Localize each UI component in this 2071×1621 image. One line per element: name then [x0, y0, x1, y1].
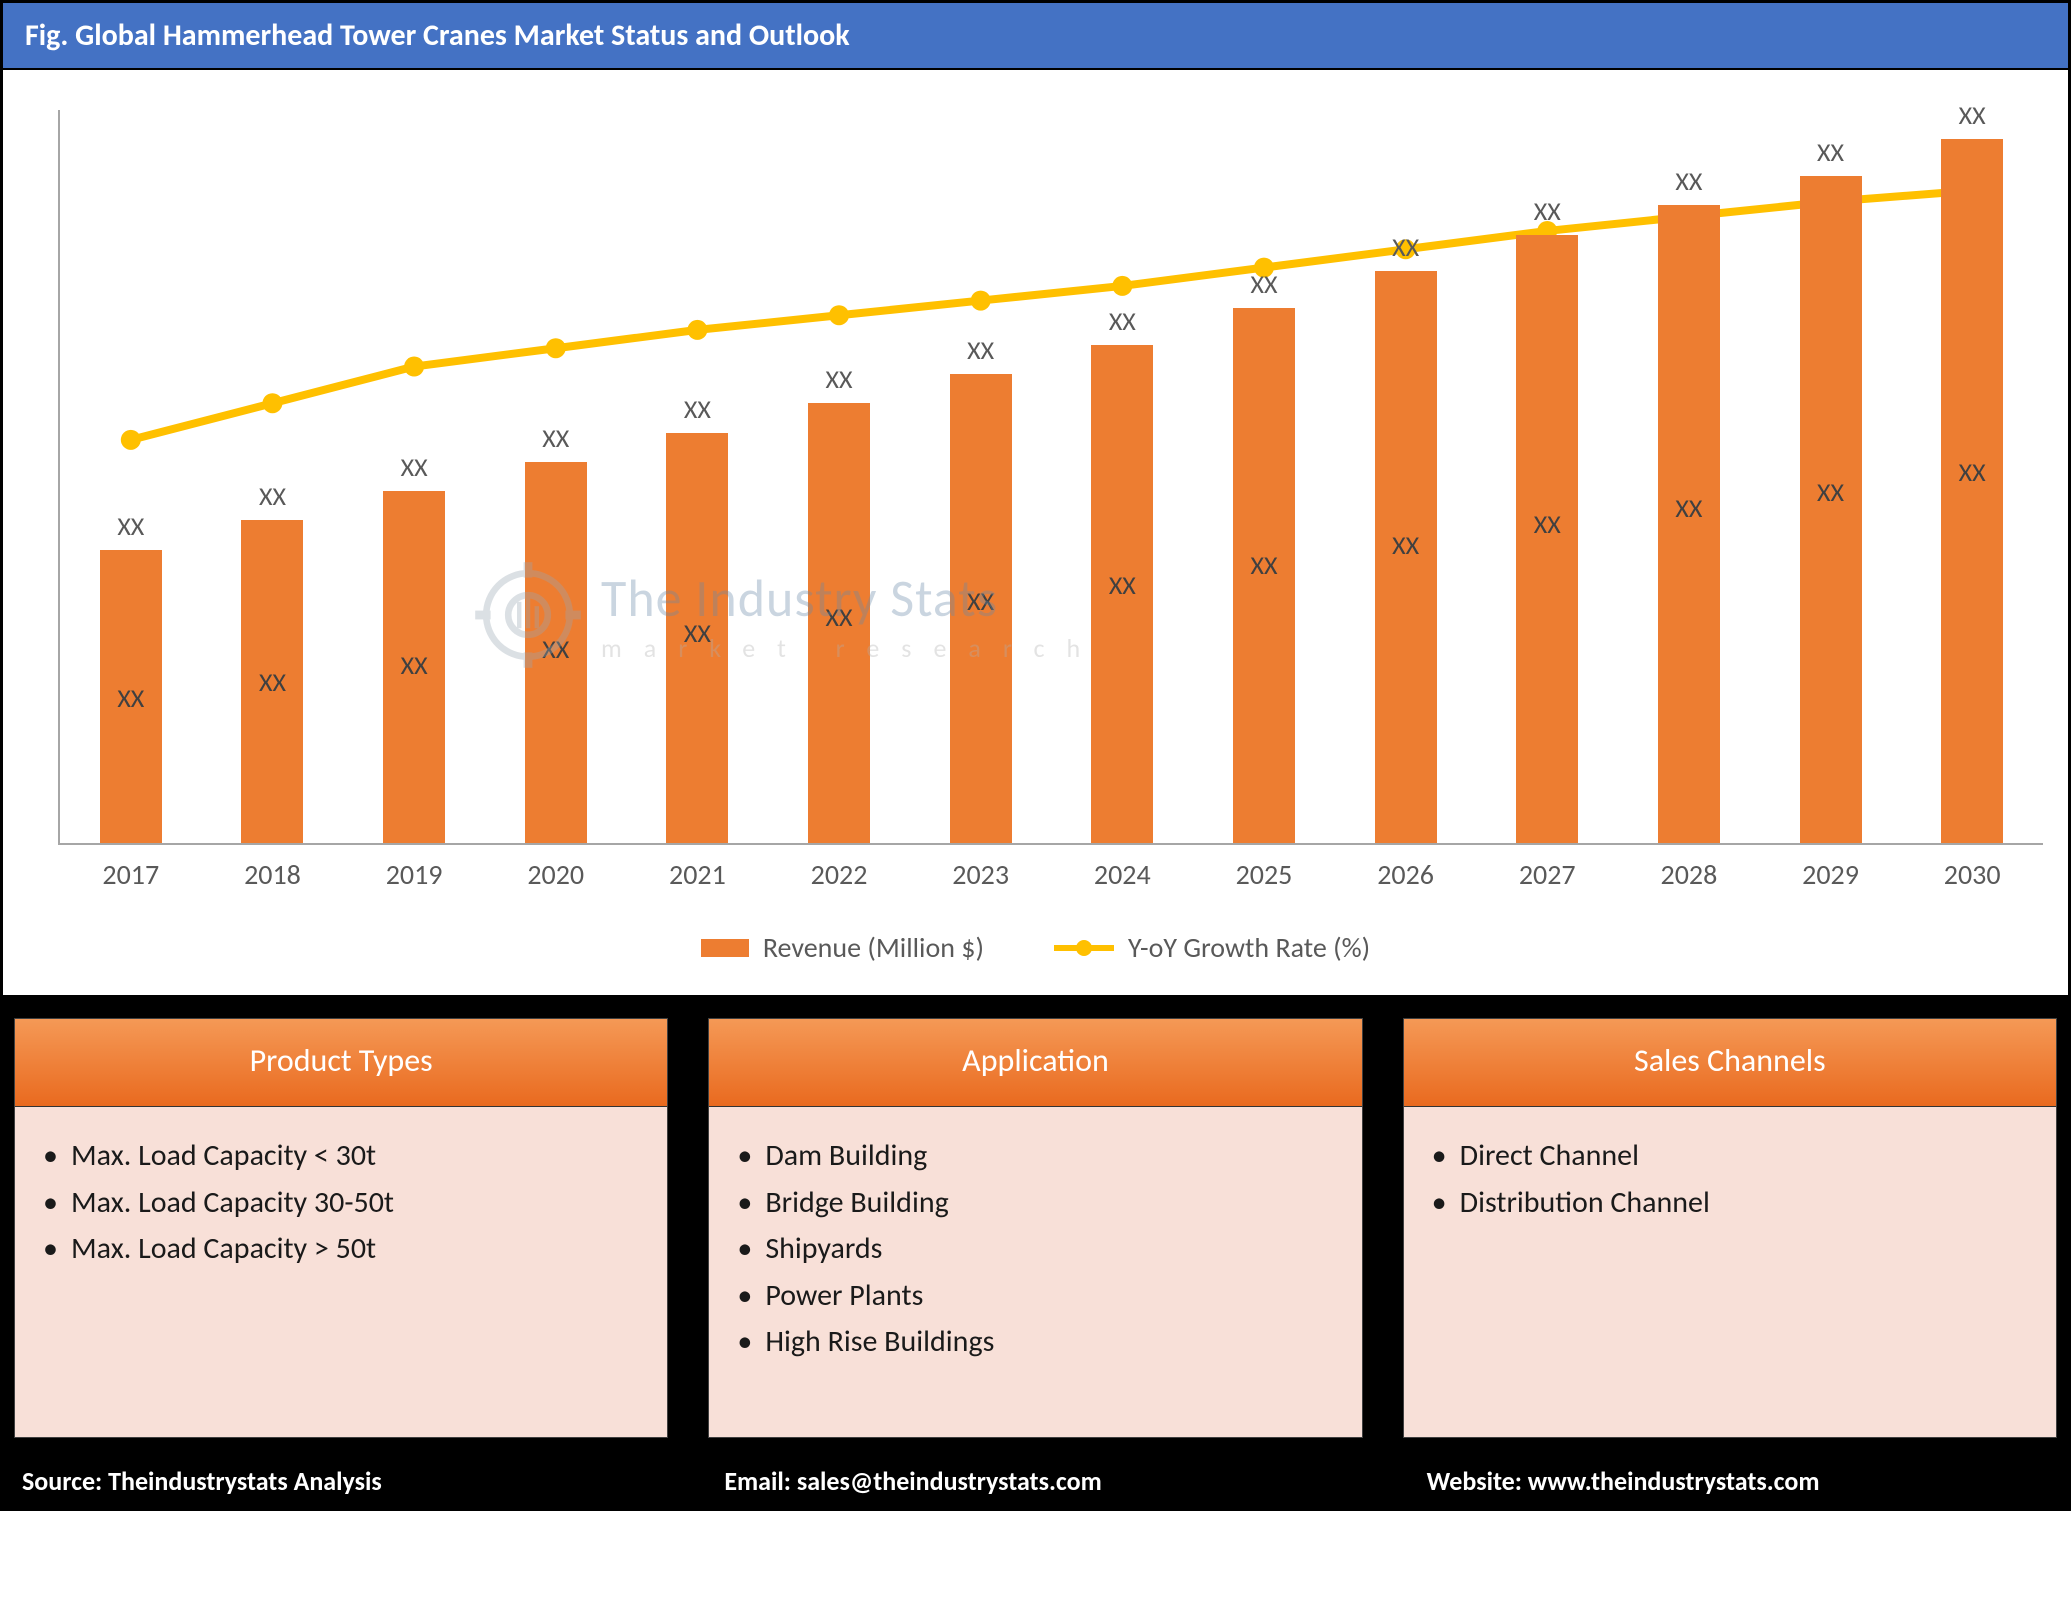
footer-bar: Source: Theindustrystats Analysis Email:…	[0, 1455, 2071, 1511]
bar-mid-label: XX	[1800, 476, 1862, 508]
x-axis-label: 2027	[1477, 857, 1617, 892]
bar: XXXX	[1091, 345, 1153, 843]
card-header: Application	[709, 1019, 1361, 1107]
card-body: Max. Load Capacity < 30tMax. Load Capaci…	[15, 1107, 667, 1299]
x-axis-label: 2018	[202, 857, 342, 892]
bar-mid-label: XX	[525, 633, 587, 665]
card-body: Direct ChannelDistribution Channel	[1404, 1107, 2056, 1252]
bar: XXXX	[1800, 176, 1862, 843]
list-item: Dam Building	[737, 1133, 1333, 1180]
list-item: Power Plants	[737, 1273, 1333, 1320]
x-axis-label: 2028	[1619, 857, 1759, 892]
bar: XXXX	[100, 550, 162, 843]
bar: XXXX	[1516, 235, 1578, 843]
chart-panel: XXXX2017XXXX2018XXXX2019XXXX2020XXXX2021…	[0, 68, 2071, 998]
bar-top-label: XX	[241, 480, 303, 512]
bar: XXXX	[241, 520, 303, 843]
list-item: High Rise Buildings	[737, 1319, 1333, 1366]
bar-top-label: XX	[383, 451, 445, 483]
legend-revenue: Revenue (Million $)	[701, 930, 984, 965]
growth-line	[60, 110, 2043, 843]
plot-area: XXXX2017XXXX2018XXXX2019XXXX2020XXXX2021…	[58, 110, 2043, 845]
bar: XXXX	[525, 462, 587, 843]
card-header: Product Types	[15, 1019, 667, 1107]
card-product-types: Product Types Max. Load Capacity < 30tMa…	[14, 1018, 668, 1438]
bar: XXXX	[666, 433, 728, 843]
figure-title-bar: Fig. Global Hammerhead Tower Cranes Mark…	[0, 0, 2071, 68]
legend-bar-label: Revenue (Million $)	[763, 930, 984, 965]
bar-top-label: XX	[1941, 99, 2003, 131]
x-axis-label: 2023	[911, 857, 1051, 892]
bar: XXXX	[808, 403, 870, 843]
bar-mid-label: XX	[950, 585, 1012, 617]
bar-top-label: XX	[1233, 268, 1295, 300]
list-item: Max. Load Capacity < 30t	[43, 1133, 639, 1180]
bar-top-label: XX	[666, 393, 728, 425]
legend-line-swatch	[1054, 945, 1114, 951]
bar: XXXX	[950, 374, 1012, 843]
list-item: Shipyards	[737, 1226, 1333, 1273]
bar: XXXX	[1658, 205, 1720, 843]
bar-mid-label: XX	[1516, 508, 1578, 540]
bar: XXXX	[1233, 308, 1295, 843]
bar-mid-label: XX	[666, 617, 728, 649]
x-axis-label: 2030	[1902, 857, 2042, 892]
x-axis-label: 2020	[486, 857, 626, 892]
x-axis-label: 2025	[1194, 857, 1334, 892]
list-item: Direct Channel	[1432, 1133, 2028, 1180]
card-sales-channels: Sales Channels Direct ChannelDistributio…	[1403, 1018, 2057, 1438]
bar-top-label: XX	[525, 422, 587, 454]
x-axis-label: 2024	[1052, 857, 1192, 892]
bar-top-label: XX	[950, 334, 1012, 366]
bar-mid-label: XX	[100, 682, 162, 714]
card-body: Dam BuildingBridge BuildingShipyardsPowe…	[709, 1107, 1361, 1392]
x-axis-label: 2029	[1761, 857, 1901, 892]
bar-mid-label: XX	[1375, 529, 1437, 561]
list-item: Max. Load Capacity 30-50t	[43, 1180, 639, 1227]
bar-mid-label: XX	[1091, 569, 1153, 601]
list-item: Distribution Channel	[1432, 1180, 2028, 1227]
card-application: Application Dam BuildingBridge BuildingS…	[708, 1018, 1362, 1438]
bar-top-label: XX	[808, 363, 870, 395]
card-header: Sales Channels	[1404, 1019, 2056, 1107]
legend-bar-swatch	[701, 939, 749, 957]
bar-mid-label: XX	[808, 601, 870, 633]
bar-top-label: XX	[1516, 195, 1578, 227]
x-axis-label: 2019	[344, 857, 484, 892]
list-item: Max. Load Capacity > 50t	[43, 1226, 639, 1273]
footer-email: Email: sales@theindustrystats.com	[724, 1465, 1346, 1497]
x-axis-label: 2017	[61, 857, 201, 892]
bar-top-label: XX	[1800, 136, 1862, 168]
bar-top-label: XX	[100, 510, 162, 542]
bar: XXXX	[1375, 271, 1437, 843]
bar-mid-label: XX	[1658, 492, 1720, 524]
footer-source: Source: Theindustrystats Analysis	[22, 1465, 644, 1497]
legend-line-label: Y-oY Growth Rate (%)	[1128, 930, 1370, 965]
list-item: Bridge Building	[737, 1180, 1333, 1227]
bar: XXXX	[1941, 139, 2003, 843]
bar-top-label: XX	[1091, 305, 1153, 337]
bar-mid-label: XX	[383, 649, 445, 681]
bar-top-label: XX	[1658, 165, 1720, 197]
x-axis-label: 2026	[1336, 857, 1476, 892]
x-axis-label: 2022	[769, 857, 909, 892]
bar: XXXX	[383, 491, 445, 843]
legend-growth: Y-oY Growth Rate (%)	[1054, 930, 1370, 965]
chart-legend: Revenue (Million $) Y-oY Growth Rate (%)	[3, 930, 2068, 965]
bar-mid-label: XX	[241, 666, 303, 698]
x-axis-label: 2021	[627, 857, 767, 892]
bar-mid-label: XX	[1233, 549, 1295, 581]
bar-mid-label: XX	[1941, 456, 2003, 488]
cards-row: Product Types Max. Load Capacity < 30tMa…	[0, 998, 2071, 1455]
footer-website: Website: www.theindustrystats.com	[1427, 1465, 2049, 1497]
bar-top-label: XX	[1375, 231, 1437, 263]
figure-title: Fig. Global Hammerhead Tower Cranes Mark…	[25, 17, 850, 54]
